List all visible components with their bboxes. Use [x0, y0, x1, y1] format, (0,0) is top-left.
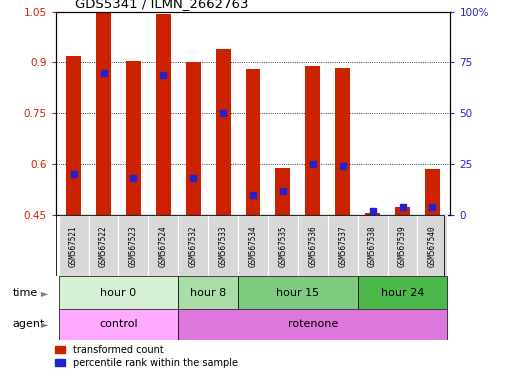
Text: hour 15: hour 15 — [276, 288, 319, 298]
Point — [69, 171, 77, 177]
Text: GSM567535: GSM567535 — [278, 225, 287, 266]
Bar — [215, 49, 230, 215]
Bar — [365, 214, 379, 215]
Text: GSM567532: GSM567532 — [188, 225, 197, 266]
Point — [219, 110, 227, 116]
Bar — [417, 215, 446, 276]
Text: time: time — [13, 288, 38, 298]
Bar — [237, 215, 268, 276]
Point — [278, 187, 286, 194]
Bar — [66, 56, 81, 215]
Text: GSM567521: GSM567521 — [69, 225, 78, 266]
Point — [159, 71, 167, 78]
Text: GSM567539: GSM567539 — [397, 225, 406, 266]
Bar — [178, 215, 208, 276]
Bar — [148, 215, 178, 276]
Bar — [59, 309, 178, 340]
Bar — [126, 61, 140, 215]
Point — [428, 204, 436, 210]
Text: GSM567534: GSM567534 — [248, 225, 257, 266]
Bar — [208, 215, 237, 276]
Point — [338, 163, 346, 169]
Point — [397, 204, 406, 210]
Point — [129, 175, 137, 182]
Text: GSM567540: GSM567540 — [427, 225, 436, 266]
Text: GSM567537: GSM567537 — [337, 225, 346, 266]
Bar — [275, 167, 290, 215]
Text: ►: ► — [40, 288, 48, 298]
Bar — [357, 276, 446, 309]
Text: hour 24: hour 24 — [380, 288, 423, 298]
Text: control: control — [99, 319, 137, 329]
Bar — [387, 215, 417, 276]
Legend: transformed count, percentile rank within the sample: transformed count, percentile rank withi… — [56, 345, 237, 367]
Bar — [185, 63, 200, 215]
Bar — [118, 215, 148, 276]
Text: GDS5341 / ILMN_2662763: GDS5341 / ILMN_2662763 — [75, 0, 248, 10]
Text: hour 8: hour 8 — [190, 288, 226, 298]
Text: GSM567536: GSM567536 — [308, 225, 317, 266]
Bar — [88, 215, 118, 276]
Point — [248, 192, 257, 198]
Text: GSM567522: GSM567522 — [99, 225, 108, 266]
Bar — [96, 12, 111, 215]
Bar — [237, 276, 357, 309]
Text: agent: agent — [13, 319, 45, 329]
Text: rotenone: rotenone — [287, 319, 337, 329]
Bar — [297, 215, 327, 276]
Bar — [245, 68, 260, 215]
Text: GSM567538: GSM567538 — [367, 225, 376, 266]
Text: GSM567523: GSM567523 — [129, 225, 138, 266]
Point — [189, 175, 197, 182]
Bar — [156, 13, 171, 215]
Text: hour 0: hour 0 — [100, 288, 136, 298]
Point — [99, 70, 108, 76]
Bar — [327, 215, 357, 276]
Bar — [424, 169, 439, 215]
Point — [308, 161, 316, 167]
Text: GSM567533: GSM567533 — [218, 225, 227, 266]
Bar — [59, 276, 178, 309]
Bar — [178, 276, 237, 309]
Bar — [335, 68, 349, 215]
Text: GSM567524: GSM567524 — [159, 225, 168, 266]
Text: ►: ► — [40, 319, 48, 329]
Bar — [59, 215, 88, 276]
Bar — [305, 66, 320, 215]
Bar — [394, 207, 409, 215]
Bar — [178, 309, 446, 340]
Point — [368, 208, 376, 214]
Bar — [268, 215, 297, 276]
Bar — [357, 215, 387, 276]
